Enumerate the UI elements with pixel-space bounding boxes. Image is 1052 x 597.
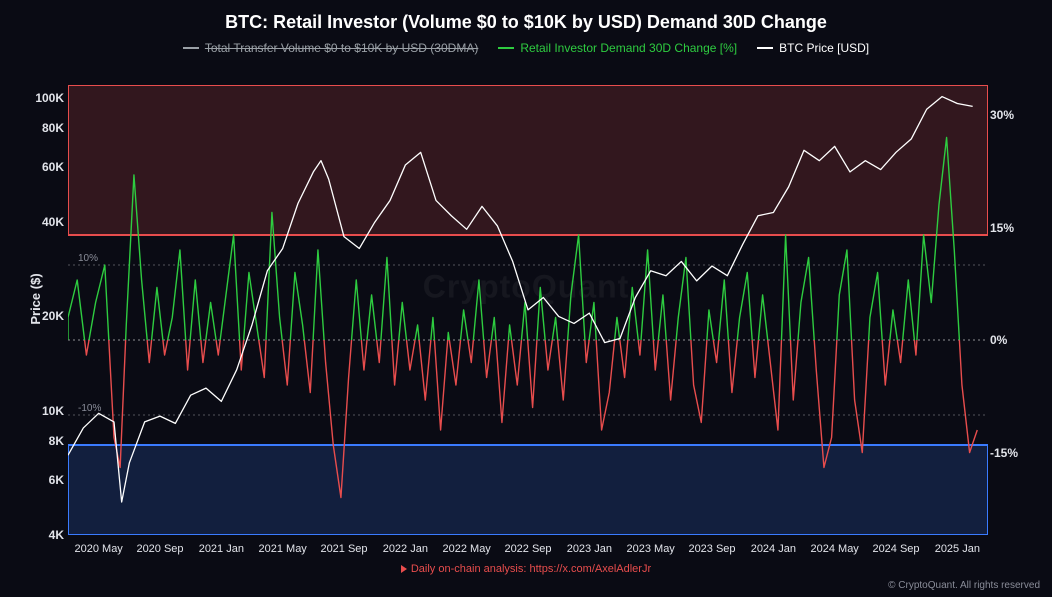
y-right-tick: 30% <box>990 108 1024 122</box>
x-tick: 2020 May <box>75 543 123 555</box>
y-left-tick: 20K <box>30 309 64 323</box>
y-left-tick: 60K <box>30 160 64 174</box>
x-tick: 2025 Jan <box>935 543 980 555</box>
y-right-tick: 15% <box>990 221 1024 235</box>
y-right-tick: 0% <box>990 333 1024 347</box>
x-tick: 2022 May <box>443 543 491 555</box>
x-tick: 2024 Jan <box>751 543 796 555</box>
x-tick: 2022 Sep <box>504 543 551 555</box>
copyright-text: © CryptoQuant. All rights reserved <box>888 580 1040 591</box>
chart-svg <box>68 85 988 535</box>
y-left-tick: 40K <box>30 215 64 229</box>
x-tick: 2024 Sep <box>872 543 919 555</box>
chart-legend: Total Transfer Volume $0 to $10K by USD … <box>0 38 1052 55</box>
minor-band-label-neg: -10% <box>78 403 101 414</box>
y-right-tick: -15% <box>990 446 1024 460</box>
x-tick: 2022 Jan <box>383 543 428 555</box>
x-tick: 2023 Jan <box>567 543 612 555</box>
footer-analysis-link: Daily on-chain analysis: https://x.com/A… <box>0 563 1052 575</box>
y-left-tick: 100K <box>30 91 64 105</box>
y-left-tick: 4K <box>30 528 64 542</box>
x-tick: 2023 Sep <box>688 543 735 555</box>
x-tick: 2021 Jan <box>199 543 244 555</box>
minor-band-label-pos: 10% <box>78 253 98 264</box>
x-tick: 2021 May <box>259 543 307 555</box>
x-tick: 2020 Sep <box>136 543 183 555</box>
play-icon <box>401 565 407 573</box>
x-tick: 2021 Sep <box>320 543 367 555</box>
y-left-tick: 8K <box>30 434 64 448</box>
chart-plot-area: 10% -10% <box>68 85 988 535</box>
y-left-tick: 10K <box>30 404 64 418</box>
y-left-tick: 6K <box>30 473 64 487</box>
x-tick: 2024 May <box>811 543 859 555</box>
chart-title: BTC: Retail Investor (Volume $0 to $10K … <box>0 12 1052 33</box>
y-left-tick: 80K <box>30 121 64 135</box>
x-tick: 2023 May <box>627 543 675 555</box>
